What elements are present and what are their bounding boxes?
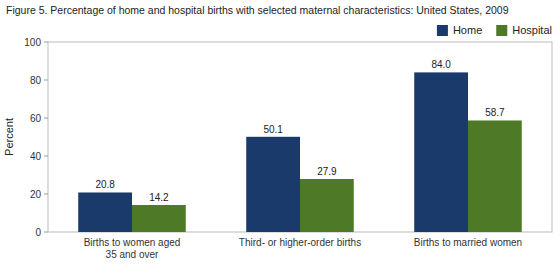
- y-axis-label: Percent: [3, 118, 15, 156]
- title: Figure 5. Percentage of home and hospita…: [6, 4, 509, 16]
- x-tick-label: Births to married women: [414, 237, 522, 248]
- data-label: 58.7: [485, 107, 505, 118]
- bar: [468, 120, 522, 232]
- legend-label: Hospital: [512, 24, 552, 36]
- y-tick: [44, 194, 48, 195]
- x-tick-label: Births to women aged35 and over: [84, 237, 181, 260]
- data-label: 20.8: [95, 179, 115, 190]
- bar: [300, 179, 354, 232]
- plot-frame: [48, 42, 552, 232]
- x-tick-label: Third- or higher-order births: [239, 237, 361, 248]
- y-tick-label: 100: [24, 37, 41, 48]
- y-tick-label: 40: [30, 151, 42, 162]
- y-tick: [44, 118, 48, 119]
- legend-swatch: [496, 25, 507, 36]
- y-tick: [44, 80, 48, 81]
- legend-swatch: [437, 25, 448, 36]
- chart: Figure 5. Percentage of home and hospita…: [0, 0, 560, 274]
- data-label: 50.1: [263, 124, 283, 135]
- y-tick-label: 60: [30, 113, 42, 124]
- y-tick: [44, 232, 48, 233]
- y-tick-label: 0: [35, 227, 41, 238]
- data-label: 27.9: [317, 166, 337, 177]
- bars: [78, 72, 522, 232]
- x-tick-label-line: 35 and over: [106, 249, 159, 260]
- y-tick-label: 20: [30, 189, 42, 200]
- x-tick-label-line: Births to married women: [414, 237, 522, 248]
- legend: Hospital Home: [437, 24, 552, 36]
- legend-label: Home: [453, 24, 482, 36]
- y-tick: [44, 42, 48, 43]
- x-tick-label-line: Births to women aged: [84, 237, 181, 248]
- bar: [78, 192, 132, 232]
- y-tick-label: 80: [30, 75, 42, 86]
- data-label: 84.0: [431, 59, 451, 70]
- y-tick: [44, 156, 48, 157]
- data-label: 14.2: [149, 192, 169, 203]
- bar: [414, 72, 468, 232]
- bar: [132, 205, 186, 232]
- bar: [246, 137, 300, 232]
- x-tick-label-line: Third- or higher-order births: [239, 237, 361, 248]
